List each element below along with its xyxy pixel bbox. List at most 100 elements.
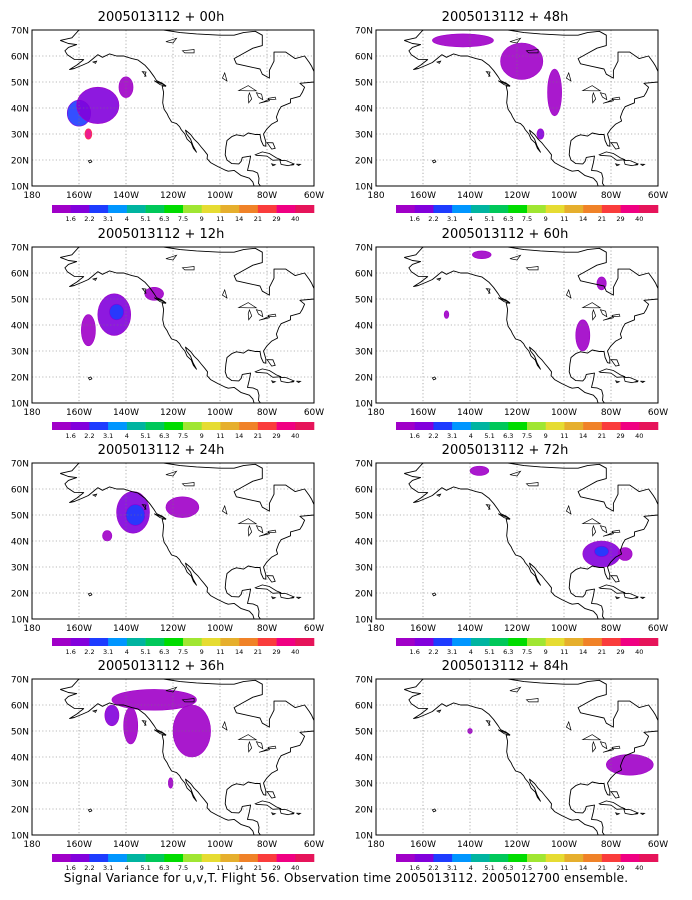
- map-panel: 2005013112 + 36h 70N 60N 50N 40N 30N 20N 10N180…: [11, 659, 324, 872]
- island-outline: [610, 359, 620, 367]
- longitude-tick-label: 140W: [457, 624, 483, 634]
- colorbar-label: 6.3: [503, 215, 513, 223]
- latitude-tick-label: 40N: [11, 754, 29, 764]
- colorbar-swatch: [108, 422, 128, 430]
- colorbar-label: 6.3: [159, 432, 169, 440]
- island-outline: [290, 381, 295, 383]
- colorbar-label: 40: [291, 432, 299, 440]
- island-outline: [610, 791, 620, 799]
- island-outline: [640, 163, 646, 166]
- colorbar-label: 40: [635, 648, 643, 656]
- map-frame: [31, 462, 315, 620]
- variance-shading: [118, 76, 134, 98]
- colorbar-label: 7.5: [178, 648, 188, 656]
- coastline: [404, 463, 658, 619]
- colorbar-swatch: [601, 638, 621, 646]
- colorbar-label: 5.1: [140, 864, 150, 872]
- lake-outline: [565, 71, 572, 82]
- latitude-tick-label: 70N: [11, 460, 29, 470]
- latitude-tick-label: 70N: [11, 27, 29, 37]
- colorbar-swatch: [489, 205, 509, 213]
- colorbar-swatch: [639, 422, 659, 430]
- latitude-tick-label: 60N: [11, 486, 29, 496]
- colorbar-label: 2.2: [84, 215, 94, 223]
- panel-title: 2005013112 + 48h: [442, 10, 569, 25]
- lake-outline: [181, 482, 195, 487]
- colorbar-label: 6.3: [159, 648, 169, 656]
- variance-shading: [594, 545, 609, 557]
- lake-outline: [221, 720, 228, 731]
- colorbar-swatch: [620, 422, 640, 430]
- colorbar-label: 7.5: [178, 432, 188, 440]
- lake-outline: [602, 747, 614, 753]
- colorbar-label: 2.2: [428, 864, 438, 872]
- colorbar-label: 4: [469, 864, 473, 872]
- island-outline: [290, 164, 295, 166]
- longitude-tick-label: 80W: [257, 624, 277, 634]
- colorbar-label: 7.5: [522, 432, 532, 440]
- colorbar-label: 1.6: [66, 648, 76, 656]
- colorbar-label: 6.3: [503, 648, 513, 656]
- colorbar-swatch: [257, 854, 277, 862]
- longitude-tick-label: 100W: [207, 624, 233, 634]
- island-outline: [634, 164, 639, 166]
- colorbar-swatch: [257, 422, 277, 430]
- longitude-tick-label: 180: [23, 408, 40, 418]
- island-outline: [431, 376, 437, 381]
- island-outline: [497, 729, 511, 737]
- longitude-tick-label: 180: [23, 840, 40, 850]
- latitude-tick-label: 60N: [11, 270, 29, 280]
- lake-outline: [237, 302, 258, 309]
- latitude-tick-label: 60N: [355, 53, 373, 63]
- longitude-tick-label: 160W: [410, 191, 436, 201]
- island-outline: [87, 592, 93, 597]
- colorbar-label: 11: [216, 215, 224, 223]
- variance-shading: [605, 754, 654, 776]
- lake-outline: [611, 745, 621, 750]
- colorbar-label: 7.5: [522, 215, 532, 223]
- colorbar-swatch: [508, 422, 528, 430]
- island-outline: [141, 288, 147, 294]
- colorbar-swatch: [108, 205, 128, 213]
- colorbar-label: 21: [598, 215, 606, 223]
- map-frame: [375, 678, 659, 836]
- latitude-tick-label: 50N: [11, 512, 29, 522]
- lake-outline: [599, 741, 608, 750]
- longitude-tick-label: 120W: [160, 840, 186, 850]
- variance-shading: [84, 128, 93, 140]
- colorbar-label: 29: [616, 864, 624, 872]
- coastline: [60, 30, 314, 186]
- island-outline: [431, 592, 437, 597]
- colorbar-label: 1.6: [410, 215, 420, 223]
- lake-outline: [237, 734, 258, 741]
- colorbar-label: 11: [216, 864, 224, 872]
- lake-outline: [581, 85, 602, 92]
- lake-outline: [165, 686, 178, 693]
- island-outline: [153, 80, 167, 88]
- colorbar-label: 1.6: [66, 432, 76, 440]
- colorbar-swatch: [414, 854, 434, 862]
- colorbar-swatch: [583, 205, 603, 213]
- island-outline: [634, 813, 639, 815]
- longitude-tick-label: 100W: [551, 191, 577, 201]
- colorbar-label: 40: [291, 864, 299, 872]
- colorbar-swatch: [201, 422, 221, 430]
- lake-outline: [165, 37, 178, 44]
- island-outline: [485, 504, 491, 510]
- latitude-tick-label: 40N: [355, 105, 373, 115]
- latitude-tick-label: 40N: [355, 754, 373, 764]
- lake-outline: [255, 92, 264, 101]
- longitude-tick-label: 160W: [410, 840, 436, 850]
- latitude-tick-label: 20N: [355, 806, 373, 816]
- longitude-tick-label: 100W: [207, 840, 233, 850]
- colorbar-swatch: [545, 638, 565, 646]
- colorbar-swatch: [545, 854, 565, 862]
- colorbar-swatch: [52, 638, 72, 646]
- lake-outline: [591, 740, 597, 753]
- map-panel: 2005013112 + 24h 70N 60N 50N 40N 30N 20N 10N180…: [11, 443, 324, 656]
- variance-shading: [104, 704, 120, 727]
- longitude-tick-label: 80W: [601, 624, 621, 634]
- map-panel: 2005013112 + 00h 70N 60N 50N 40N 30N 20N 10N180…: [11, 10, 324, 223]
- colorbar-label: 3.1: [447, 648, 457, 656]
- island-outline: [296, 812, 302, 815]
